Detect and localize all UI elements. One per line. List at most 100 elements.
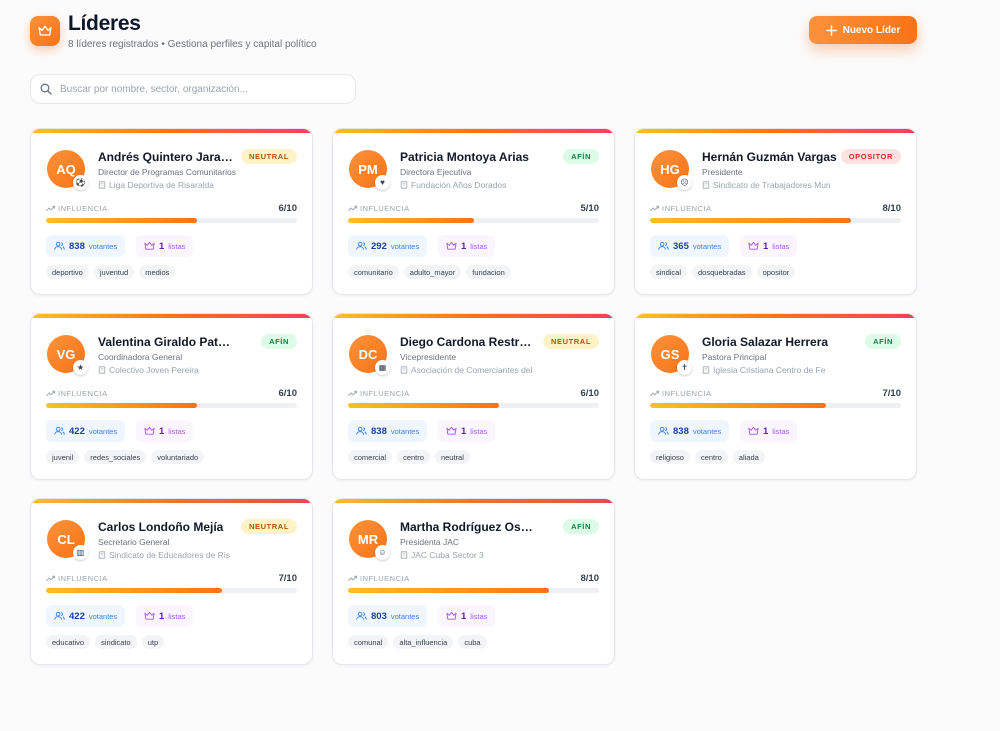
- influence-value: 7/10: [278, 573, 298, 584]
- building-icon: [400, 181, 408, 189]
- influence-value: 8/10: [580, 573, 600, 584]
- influence-label: INFLUENCIA: [46, 389, 108, 398]
- tag[interactable]: deportivo: [46, 265, 89, 279]
- voters-count: 838: [673, 425, 689, 437]
- tag[interactable]: comercial: [348, 450, 393, 464]
- leader-role: Directora Ejecutiva: [400, 167, 472, 177]
- tag[interactable]: opositor: [756, 265, 796, 279]
- tag-list: deportivo juventud medios: [46, 265, 176, 279]
- tag[interactable]: redes_sociales: [84, 450, 147, 464]
- tag[interactable]: cuba: [458, 635, 487, 649]
- tag[interactable]: dosquebradas: [692, 265, 752, 279]
- tag[interactable]: utp: [141, 635, 165, 649]
- tag[interactable]: sindical: [650, 265, 688, 279]
- lists-stat[interactable]: 1 listas: [740, 420, 798, 442]
- new-leader-button[interactable]: Nuevo Líder: [809, 16, 917, 44]
- status-badge: OPOSITOR: [840, 149, 901, 164]
- tag[interactable]: neutral: [434, 450, 470, 464]
- voters-label: votantes: [390, 611, 420, 621]
- voters-count: 422: [69, 610, 85, 622]
- tag-list: comunitario adulto_mayor fundacion: [348, 265, 511, 279]
- tag[interactable]: medios: [139, 265, 176, 279]
- avatar-initials: CL: [57, 531, 75, 547]
- tag[interactable]: educativo: [46, 635, 91, 649]
- lists-stat[interactable]: 1 listas: [136, 605, 194, 627]
- lists-stat[interactable]: 1 listas: [740, 235, 798, 257]
- influence-bar: [46, 403, 297, 408]
- tag-list: comercial centro neutral: [348, 450, 470, 464]
- influence-value: 6/10: [580, 388, 600, 399]
- trend-up-icon: [348, 575, 357, 582]
- voters-stat[interactable]: 292 votantes: [348, 235, 428, 257]
- building-icon: [98, 366, 106, 374]
- leader-card[interactable]: MR ☺ Martha Rodríguez Ospina AFÍN Presid…: [332, 498, 615, 665]
- leader-name: Carlos Londoño Mejía: [98, 520, 224, 534]
- tag[interactable]: aliada: [732, 450, 765, 464]
- leader-card[interactable]: VG ★ Valentina Giraldo Patiño AFÍN Coord…: [30, 313, 313, 480]
- search-input[interactable]: [60, 83, 355, 95]
- tag[interactable]: fundacion: [466, 265, 511, 279]
- leader-card[interactable]: PM ♥ Patricia Montoya Arias AFÍN Directo…: [332, 128, 615, 295]
- page-header: Líderes 8 líderes registrados • Gestiona…: [30, 12, 920, 56]
- lists-stat[interactable]: 1 listas: [438, 235, 496, 257]
- tag[interactable]: comunal: [348, 635, 389, 649]
- influence-bar-fill: [46, 588, 222, 593]
- tag[interactable]: juventud: [93, 265, 135, 279]
- avatar-initials: AQ: [56, 161, 76, 177]
- status-badge: AFÍN: [865, 334, 901, 349]
- tag[interactable]: adulto_mayor: [403, 265, 462, 279]
- avatar-initials: GS: [660, 346, 680, 362]
- tag[interactable]: comunitario: [348, 265, 399, 279]
- influence-bar-fill: [650, 403, 826, 408]
- leader-name: Valentina Giraldo Patiño: [98, 335, 233, 349]
- leader-card[interactable]: AQ ⚽ Andrés Quintero Jaramillo NEUTRAL D…: [30, 128, 313, 295]
- lists-label: listas: [168, 611, 186, 621]
- tag-list: religioso centro aliada: [650, 450, 765, 464]
- lists-stat[interactable]: 1 listas: [136, 235, 194, 257]
- leader-card[interactable]: HG ☹ Hernán Guzmán Vargas OPOSITOR Presi…: [634, 128, 917, 295]
- leader-name: Hernán Guzmán Vargas: [702, 150, 837, 164]
- organization-text: JAC Cuba Sector 3: [411, 550, 484, 560]
- influence-value: 7/10: [882, 388, 902, 399]
- lists-stat[interactable]: 1 listas: [438, 420, 496, 442]
- voters-label: votantes: [88, 426, 118, 436]
- voters-stat[interactable]: 422 votantes: [46, 605, 126, 627]
- influence-value: 5/10: [580, 203, 600, 214]
- search-box[interactable]: [30, 74, 356, 104]
- tag[interactable]: centro: [397, 450, 430, 464]
- tag[interactable]: centro: [694, 450, 728, 464]
- leader-card[interactable]: CL ▥ Carlos Londoño Mejía NEUTRAL Secret…: [30, 498, 313, 665]
- page-subtitle: 8 líderes registrados • Gestiona perfile…: [68, 39, 317, 50]
- tag[interactable]: sindicato: [95, 635, 137, 649]
- voters-stat[interactable]: 838 votantes: [650, 420, 730, 442]
- lists-count: 1: [763, 425, 769, 437]
- tag-list: juvenil redes_sociales voluntariado: [46, 450, 205, 464]
- status-badge: NEUTRAL: [240, 519, 297, 534]
- card-accent-bar: [635, 314, 916, 318]
- influence-label: INFLUENCIA: [46, 204, 108, 213]
- leader-card[interactable]: DC ▦ Diego Cardona Restrepo NEUTRAL Vice…: [332, 313, 615, 480]
- crown-icon: [446, 241, 457, 250]
- influence-bar: [650, 218, 901, 223]
- lists-count: 1: [461, 240, 467, 252]
- voters-stat[interactable]: 838 votantes: [348, 420, 428, 442]
- voters-label: votantes: [390, 426, 420, 436]
- lists-stat[interactable]: 1 listas: [136, 420, 194, 442]
- tag[interactable]: juvenil: [46, 450, 80, 464]
- users-icon: [356, 241, 367, 250]
- tag[interactable]: alta_influencia: [393, 635, 454, 649]
- tag[interactable]: religioso: [650, 450, 690, 464]
- voters-stat[interactable]: 365 votantes: [650, 235, 730, 257]
- voters-stat[interactable]: 422 votantes: [46, 420, 126, 442]
- leader-card[interactable]: GS ✝ Gloria Salazar Herrera AFÍN Pastora…: [634, 313, 917, 480]
- voters-stat[interactable]: 803 votantes: [348, 605, 428, 627]
- star-icon: ★: [73, 360, 88, 375]
- tag[interactable]: voluntariado: [151, 450, 205, 464]
- influence-bar-fill: [46, 403, 197, 408]
- lists-label: listas: [168, 241, 186, 251]
- voters-stat[interactable]: 838 votantes: [46, 235, 126, 257]
- new-leader-label: Nuevo Líder: [842, 24, 901, 36]
- card-accent-bar: [333, 314, 614, 318]
- lists-stat[interactable]: 1 listas: [438, 605, 496, 627]
- books-icon: ▥: [73, 545, 88, 560]
